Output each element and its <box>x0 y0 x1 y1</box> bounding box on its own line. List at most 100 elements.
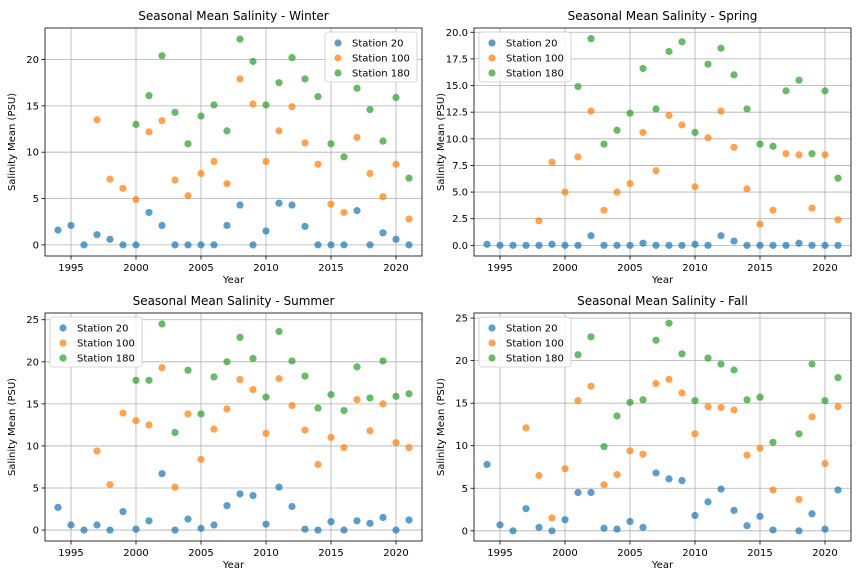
legend-marker <box>59 354 67 362</box>
data-point <box>132 241 140 249</box>
data-point <box>210 101 218 109</box>
data-point <box>743 185 751 193</box>
data-point <box>769 438 777 446</box>
plot-frame <box>44 312 423 542</box>
data-point <box>366 169 374 178</box>
data-point <box>275 79 283 87</box>
data-point <box>106 526 114 534</box>
data-point <box>548 240 556 248</box>
data-point <box>548 514 556 522</box>
data-point <box>821 525 829 533</box>
data-point <box>210 521 218 529</box>
data-point <box>197 410 205 418</box>
y-tick-label: 5 <box>33 194 39 205</box>
y-tick-label: 0 <box>33 526 39 537</box>
y-axis-label: Salinity Mean (PSU) <box>7 378 18 476</box>
data-point <box>106 235 114 243</box>
series-station-20 <box>54 470 413 534</box>
data-point <box>353 206 361 215</box>
data-point <box>769 526 777 534</box>
x-tick-label: 2010 <box>253 263 278 274</box>
data-point <box>717 403 725 412</box>
data-point <box>119 241 127 249</box>
data-point <box>678 389 686 397</box>
legend: Station 20 Station 100 Station 180 <box>478 31 572 83</box>
data-point <box>262 429 270 437</box>
data-point <box>613 525 621 533</box>
data-point <box>587 382 595 390</box>
y-tick-label: 0 <box>462 526 468 537</box>
data-point <box>691 240 699 248</box>
y-tick-label: 0.0 <box>452 241 468 252</box>
data-point <box>275 327 283 336</box>
y-tick-label: 5 <box>33 483 39 494</box>
data-point <box>730 143 738 151</box>
data-point <box>561 516 569 524</box>
data-point <box>652 105 660 113</box>
data-point <box>262 393 270 401</box>
y-axis-label: Salinity Mean (PSU) <box>436 378 447 476</box>
data-point <box>561 241 569 249</box>
data-point <box>483 460 491 469</box>
legend-marker <box>334 54 342 62</box>
series-station-100 <box>93 75 413 223</box>
legend-marker <box>59 324 67 332</box>
data-point <box>145 208 153 217</box>
x-tick-label: 2020 <box>812 548 837 559</box>
legend-label: Station 180 <box>77 354 135 365</box>
data-point <box>106 175 114 183</box>
y-tick-label: 15 <box>26 101 39 112</box>
data-point <box>717 232 725 240</box>
data-point <box>730 71 738 79</box>
data-point <box>223 221 231 230</box>
data-point <box>652 241 660 249</box>
y-tick-label: 2.5 <box>452 214 468 225</box>
data-point <box>132 376 140 384</box>
data-point <box>197 524 205 532</box>
data-point <box>158 364 166 372</box>
data-point <box>756 512 764 520</box>
data-point <box>392 438 400 447</box>
data-point <box>665 241 673 249</box>
data-point <box>275 127 283 135</box>
data-point <box>249 100 257 108</box>
legend-marker <box>488 54 496 62</box>
series-station-180 <box>574 35 842 182</box>
data-point <box>834 216 842 224</box>
x-tick-label: 1995 <box>487 263 512 274</box>
data-point <box>197 241 205 249</box>
data-point <box>834 402 842 411</box>
data-point <box>132 195 140 204</box>
data-point <box>236 35 244 43</box>
data-point <box>626 447 634 455</box>
data-point <box>743 396 751 404</box>
legend-label: Station 100 <box>506 54 564 65</box>
data-point <box>574 397 582 405</box>
data-point <box>392 526 400 534</box>
data-point <box>301 139 309 147</box>
x-tick-label: 2000 <box>552 548 577 559</box>
data-point <box>626 517 634 526</box>
data-point <box>795 527 803 535</box>
data-point <box>80 526 88 534</box>
legend-marker <box>334 69 342 77</box>
data-point <box>223 502 231 510</box>
legend: Station 20 Station 100 Station 180 <box>478 316 572 368</box>
y-tick-label: 15 <box>455 399 468 410</box>
data-point <box>483 240 491 248</box>
chart-title: Seasonal Mean Salinity - Winter <box>138 9 329 23</box>
data-point <box>795 239 803 247</box>
y-tick-label: 25 <box>455 314 468 325</box>
legend-marker <box>488 339 496 347</box>
y-axis-label: Salinity Mean (PSU) <box>7 93 18 191</box>
x-tick-label: 2020 <box>812 263 837 274</box>
x-tick-label: 2015 <box>318 548 343 559</box>
y-axis-label: Salinity Mean (PSU) <box>436 93 447 191</box>
data-point <box>496 241 504 249</box>
data-point <box>184 410 192 418</box>
data-point <box>652 380 660 388</box>
data-point <box>327 241 335 249</box>
data-point <box>730 366 738 374</box>
data-point <box>834 241 842 249</box>
data-point <box>834 486 842 494</box>
